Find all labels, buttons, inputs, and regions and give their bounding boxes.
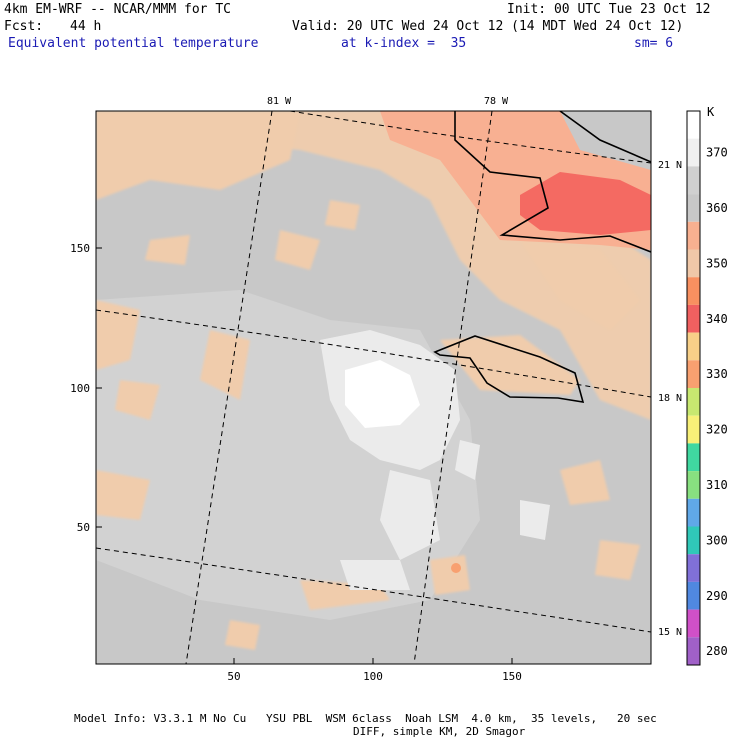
y-tick-100: 100 (70, 382, 90, 395)
field-name: Equivalent potential temperature (8, 36, 259, 51)
cuba-east-coast (559, 111, 651, 163)
meridian-81w (185, 111, 273, 664)
colorbar-frame (686, 110, 701, 666)
parallel-18n (96, 309, 651, 398)
x-tick-150: 150 (502, 670, 522, 683)
colorbar-band (687, 637, 700, 665)
colorbar-label: 330 (706, 367, 728, 381)
lat-label-15n: 15 N (658, 627, 682, 638)
forecast-hour: 44 h (70, 19, 102, 34)
valid-time: Valid: 20 UTC Wed 24 Oct 12 (14 MDT Wed … (292, 19, 684, 34)
x-tick-50: 50 (227, 670, 240, 683)
colorbar-band (687, 277, 700, 305)
lon-label-78w: 78 W (484, 96, 509, 107)
colorbar-label: 280 (706, 644, 728, 658)
colorbar-label: 310 (706, 478, 728, 492)
x-tick-100: 100 (363, 670, 383, 683)
model-info-2: DIFF, simple KM, 2D Smagor (353, 725, 526, 738)
level-info: at k-index = 35 (341, 36, 467, 51)
colorbar-label: 350 (706, 256, 728, 270)
lat-label-18n: 18 N (658, 393, 682, 404)
colorbar-band (687, 332, 700, 361)
forecast-label: Fcst: (4, 19, 44, 34)
colorbar-band (687, 415, 700, 444)
theta-e-field (96, 111, 651, 664)
cuba-coast (454, 111, 651, 253)
colorbar-label: 320 (706, 423, 728, 437)
init-time: Init: 00 UTC Tue 23 Oct 12 (507, 2, 711, 17)
parallel-15n (96, 547, 651, 633)
meridian-78w (413, 111, 493, 664)
colorbar-label: 340 (706, 312, 728, 326)
colorbar-band (687, 471, 700, 499)
y-tick-150: 150 (70, 242, 90, 255)
colorbar-band (687, 249, 700, 278)
colorbar-label: 300 (706, 533, 728, 547)
shading-340-band (520, 172, 651, 235)
axis-ticks (96, 247, 513, 664)
colorbar-label: 370 (706, 146, 728, 160)
colorbar-band (687, 166, 700, 195)
colorbar-band (687, 194, 700, 222)
model-title: 4km EM-WRF -- NCAR/MMM for TC (4, 2, 231, 17)
colorbar-band (687, 526, 700, 555)
jamaica-coast (433, 335, 585, 403)
coastlines (433, 111, 651, 403)
colorbar-band (687, 443, 700, 472)
smoothing-info: sm= 6 (634, 36, 674, 51)
colorbar-label: 360 (706, 201, 728, 215)
colorbar-band (687, 498, 700, 527)
model-info: Model Info: V3.3.1 M No Cu YSU PBL WSM 6… (74, 712, 657, 725)
colorbar: 370 360 350 340 330 320 310 300 290 280 (686, 110, 728, 666)
lat-label-21n: 21 N (658, 160, 682, 171)
colorbar-unit: K (707, 105, 715, 119)
colorbar-band (687, 138, 700, 167)
axis-labels: 50 100 150 150 100 50 81 W 78 W 21 N 18 … (70, 96, 682, 683)
colorbar-band (687, 304, 700, 333)
colorbar-band (687, 221, 700, 250)
graticule (96, 111, 651, 664)
lon-label-81w: 81 W (267, 96, 292, 107)
colorbar-band (687, 609, 700, 638)
colorbar-band (687, 388, 700, 416)
colorbar-band (687, 111, 700, 139)
colorbar-label: 290 (706, 589, 728, 603)
colorbar-band (687, 554, 700, 582)
parallel-21n (289, 111, 651, 164)
colorbar-band (687, 581, 700, 610)
colorbar-band (687, 360, 700, 388)
y-tick-50: 50 (77, 521, 90, 534)
shading-330-spot (451, 563, 461, 573)
shading-375-core (345, 360, 420, 428)
